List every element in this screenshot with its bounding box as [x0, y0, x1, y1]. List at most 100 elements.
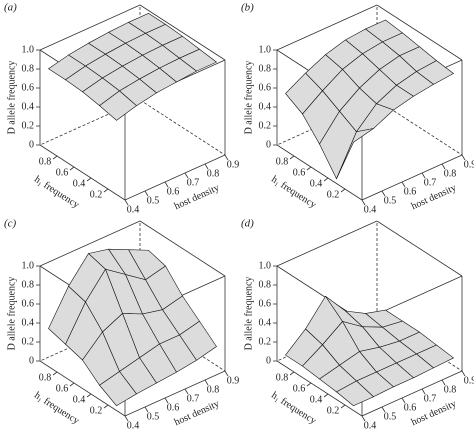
z-axis-label: D allele frequency — [6, 61, 17, 135]
z-axis-label: D allele frequency — [6, 277, 17, 351]
box-edge — [376, 4, 463, 61]
x-tick — [361, 415, 366, 422]
surface-cell — [336, 128, 374, 179]
x-tick-label: 0.6 — [167, 402, 180, 413]
box-edge — [276, 220, 378, 267]
y-tick-label: 0.4 — [73, 394, 86, 405]
z-tick-label: 0 — [266, 355, 271, 366]
x-tick-label: 0.6 — [404, 186, 417, 197]
box-edge — [139, 220, 226, 277]
x-tick — [184, 388, 189, 395]
z-tick-label: 0.6 — [259, 82, 272, 93]
x-tick — [361, 199, 366, 206]
z-tick-label: 0.8 — [259, 279, 272, 290]
x-tick — [144, 406, 149, 413]
y-tick-label: 0.8 — [276, 156, 289, 167]
y-tick — [86, 393, 92, 398]
x-tick-label: 0.4 — [364, 204, 377, 215]
y-tick — [306, 166, 312, 171]
box-edge — [276, 144, 363, 201]
x-tick — [164, 397, 169, 404]
x-tick-label: 0.9 — [464, 159, 474, 170]
z-tick-label: 0.4 — [259, 101, 272, 112]
y-tick-label: 0.4 — [73, 178, 86, 189]
box-edge — [276, 99, 378, 146]
x-tick-label: 0.7 — [424, 393, 437, 404]
x-tick-label: 0.5 — [384, 411, 397, 422]
z-tick-label: 0.2 — [22, 336, 35, 347]
box-edge — [139, 4, 226, 61]
panel-label: (d) — [241, 218, 254, 230]
box-edge — [361, 370, 463, 417]
z-tick-label: 1.0 — [22, 260, 35, 271]
box-edge — [124, 154, 226, 201]
x-tick — [441, 163, 446, 170]
x-tick — [401, 181, 406, 188]
z-tick-label: 1.0 — [259, 44, 272, 55]
y-tick-label: 0.2 — [327, 189, 340, 200]
y-tick-label: 0.4 — [310, 178, 323, 189]
z-tick-label: 1.0 — [22, 44, 35, 55]
x-tick — [224, 154, 229, 161]
y-tick — [69, 382, 75, 387]
y-tick — [323, 393, 329, 398]
z-tick-label: 0.8 — [22, 279, 35, 290]
y-tick-label: 0.8 — [39, 372, 52, 383]
x-tick-label: 0.8 — [207, 168, 220, 179]
y-tick-label: 0.6 — [293, 383, 306, 394]
box-edge — [39, 315, 141, 362]
box-edge — [39, 4, 141, 51]
z-tick-label: 0.4 — [22, 317, 35, 328]
x-tick — [144, 190, 149, 197]
x-tick-label: 0.4 — [127, 204, 140, 215]
x-tick-label: 0.5 — [384, 195, 397, 206]
y-tick — [289, 155, 295, 160]
x-tick — [124, 199, 129, 206]
x-tick — [164, 181, 169, 188]
y-tick — [103, 404, 109, 409]
y-tick-label: 0.6 — [56, 167, 69, 178]
z-tick-label: 0.6 — [259, 298, 272, 309]
y-tick — [52, 371, 58, 376]
surface-cell — [99, 371, 137, 407]
x-tick — [461, 154, 466, 161]
z-tick-label: 0.2 — [259, 336, 272, 347]
surface-cell — [335, 380, 375, 407]
x-tick-label: 0.7 — [187, 177, 200, 188]
x-tick-label: 0.9 — [227, 159, 240, 170]
x-tick — [184, 172, 189, 179]
box-edge — [39, 99, 141, 146]
x-tick-label: 0.8 — [444, 384, 457, 395]
z-tick-label: 0.8 — [259, 63, 272, 74]
x-tick — [421, 172, 426, 179]
y-tick-label: 0.8 — [39, 156, 52, 167]
x-tick — [381, 190, 386, 197]
box-edge — [124, 370, 226, 417]
x-tick — [381, 406, 386, 413]
x-tick-label: 0.4 — [364, 420, 377, 431]
x-tick-label: 0.4 — [127, 420, 140, 431]
x-tick — [204, 379, 209, 386]
y-tick — [69, 166, 75, 171]
x-tick-label: 0.5 — [147, 195, 160, 206]
x-tick — [204, 163, 209, 170]
z-tick-label: 0.2 — [259, 120, 272, 131]
z-tick-label: 0.2 — [22, 120, 35, 131]
z-tick-label: 0 — [266, 139, 271, 150]
z-tick-label: 0 — [29, 139, 34, 150]
y-tick — [340, 188, 346, 193]
panel: 0 0.2 0.4 0.6 0.8 1.0 D allele frequency 0.4 0.5… — [241, 2, 474, 216]
z-tick-label: 0.4 — [259, 317, 272, 328]
x-tick-label: 0.7 — [187, 393, 200, 404]
box-edge — [276, 4, 378, 51]
surface-cell — [99, 90, 137, 121]
z-tick-label: 0 — [29, 355, 34, 366]
y-tick-label: 0.2 — [327, 405, 340, 416]
y-tick-label: 0.6 — [293, 167, 306, 178]
x-tick-label: 0.8 — [444, 168, 457, 179]
x-tick-label: 0.9 — [464, 375, 474, 386]
x-tick-label: 0.6 — [167, 186, 180, 197]
box-edge — [39, 360, 126, 417]
z-axis-label: D allele frequency — [243, 277, 254, 351]
